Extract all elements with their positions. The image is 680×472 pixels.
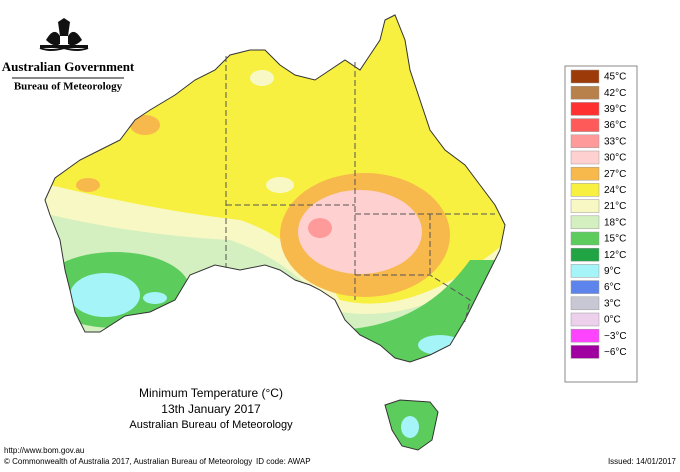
legend: 45°C 42°C 39°C 36°C 33°C 30°C 27°C 24°C 21°C 18°C…	[570, 69, 627, 359]
legend-swatch	[570, 199, 600, 213]
footer-id: ID code: AWAP	[256, 457, 311, 466]
legend-swatch	[570, 102, 600, 116]
legend-label: 36°C	[604, 120, 626, 131]
legend-swatch	[570, 85, 600, 100]
map-source: Australian Bureau of Meteorology	[129, 419, 293, 431]
legend-swatch	[570, 280, 600, 294]
legend-label: 9°C	[604, 266, 621, 277]
legend-label: 39°C	[604, 104, 626, 115]
legend-label: 27°C	[604, 169, 626, 180]
legend-label: 3°C	[604, 298, 621, 309]
legend-swatch	[570, 264, 600, 278]
legend-swatch	[570, 231, 600, 246]
legend-label: 6°C	[604, 282, 621, 293]
legend-label: 33°C	[604, 136, 626, 147]
legend-label: 24°C	[604, 185, 626, 196]
legend-swatch	[570, 118, 600, 132]
legend-swatch	[570, 134, 600, 149]
map-title: Minimum Temperature (°C)	[139, 386, 283, 400]
legend-swatch	[570, 183, 600, 197]
legend-swatch	[570, 312, 600, 327]
legend-swatch	[570, 328, 600, 343]
legend-swatch	[570, 69, 600, 84]
footer-url: http://www.bom.gov.au	[4, 446, 84, 455]
legend-label: 0°C	[604, 315, 621, 326]
legend-label: 18°C	[604, 217, 626, 228]
legend-label: −6°C	[604, 347, 627, 358]
legend-label: 21°C	[604, 201, 626, 212]
header-subtitle: Bureau of Meteorology	[14, 81, 123, 93]
map-date: 13th January 2017	[161, 402, 261, 416]
legend-swatch	[570, 166, 600, 181]
legend-swatch	[570, 296, 600, 311]
legend-swatch	[570, 150, 600, 165]
legend-swatch	[570, 345, 600, 359]
footer-copyright: © Commonwealth of Australia 2017, Austra…	[4, 457, 252, 466]
legend-label: 12°C	[604, 250, 626, 261]
state-borders	[225, 56, 495, 323]
legend-swatch	[570, 247, 600, 262]
footer-issued: Issued: 14/01/2017	[608, 457, 677, 466]
legend-label: 45°C	[604, 72, 626, 83]
legend-label: 30°C	[604, 153, 626, 164]
legend-label: 42°C	[604, 88, 626, 99]
coat-of-arms	[39, 18, 89, 51]
legend-swatch	[570, 215, 600, 230]
legend-label: 15°C	[604, 234, 626, 245]
legend-label: −3°C	[604, 331, 627, 342]
header-title: Australian Government	[2, 59, 135, 74]
